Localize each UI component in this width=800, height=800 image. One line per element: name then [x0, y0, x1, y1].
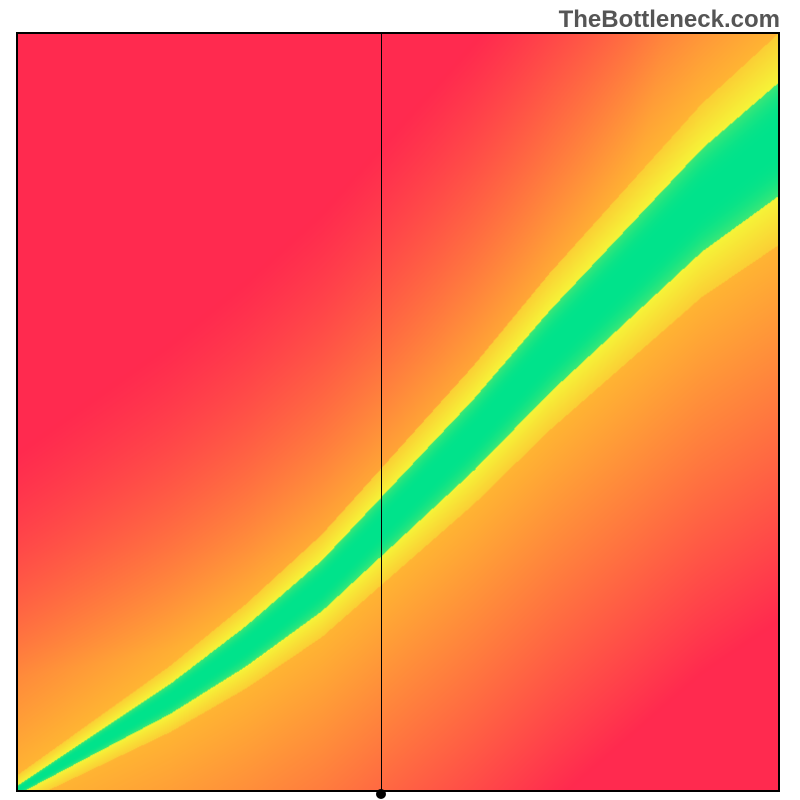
crosshair-vertical	[381, 34, 382, 790]
heatmap-canvas	[18, 34, 778, 790]
attribution-text: TheBottleneck.com	[559, 6, 780, 34]
marker-dot	[376, 789, 386, 799]
chart-frame	[16, 32, 780, 792]
chart-container: TheBottleneck.com	[0, 0, 800, 800]
